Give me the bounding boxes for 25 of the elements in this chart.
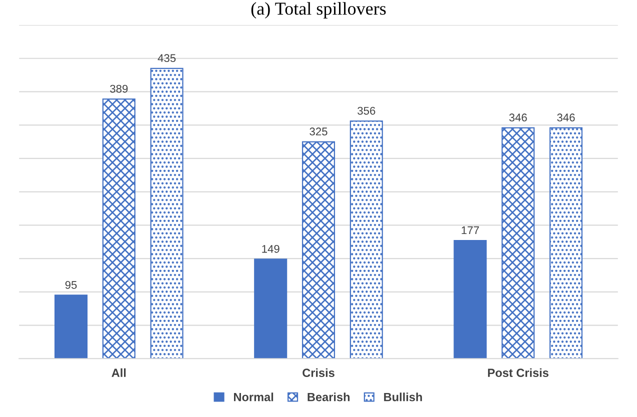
data-label: 435: [158, 54, 176, 62]
legend-label: Normal: [234, 392, 274, 402]
x-tick-label: All: [112, 368, 126, 377]
bar: [102, 98, 136, 359]
x-tick-label: Post Crisis: [488, 368, 548, 378]
bar: [54, 294, 88, 359]
legend-label: Bearish: [308, 392, 350, 402]
bar: [549, 127, 583, 359]
data-label: 325: [310, 128, 328, 136]
x-tick-label: Crisis: [302, 368, 334, 378]
bar: [302, 141, 336, 359]
chart-title: (a) Total spillovers: [251, 2, 386, 18]
data-label: 177: [462, 226, 479, 234]
data-label: 95: [65, 281, 77, 289]
bar: [150, 68, 184, 359]
bar: [254, 258, 288, 359]
data-label: 346: [557, 114, 575, 122]
data-label: 346: [509, 114, 527, 122]
data-label: 389: [110, 84, 128, 93]
data-label: 149: [262, 244, 280, 253]
data-label: 356: [358, 106, 376, 115]
bar: [350, 120, 383, 359]
bar: [454, 240, 487, 359]
legend-label: Bullish: [384, 392, 422, 402]
bar: [502, 127, 535, 359]
